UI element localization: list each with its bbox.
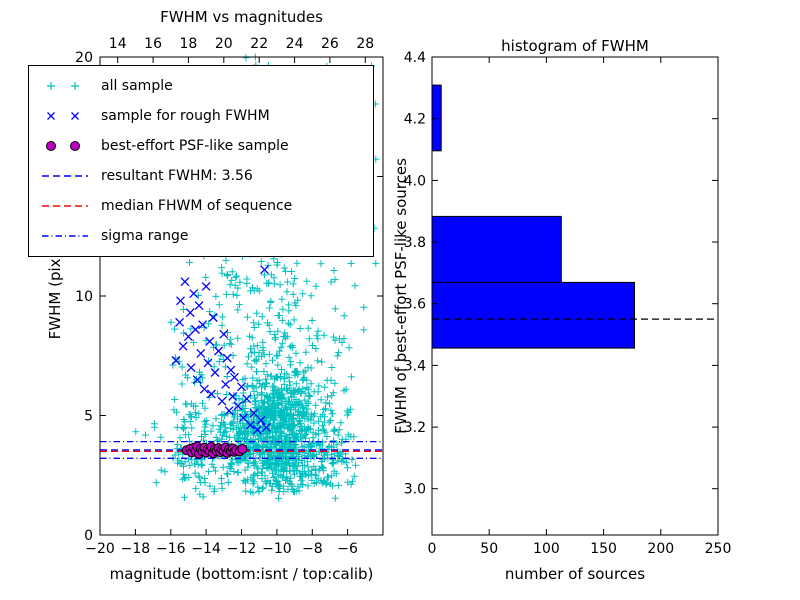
- right-plot-title: histogram of FWHM: [501, 37, 649, 55]
- psf-sample-point: [237, 444, 248, 454]
- y-tick-label: 10: [75, 289, 93, 305]
- top-tick-label: 20: [215, 36, 233, 52]
- legend-item-label: resultant FWHM: 3.56: [101, 168, 253, 184]
- y-tick-label: 20: [75, 50, 93, 66]
- x-tick-label: −20: [85, 541, 115, 557]
- y-tick-label: 3.0: [404, 482, 426, 498]
- left-plot-title: FWHM vs magnitudes: [160, 8, 323, 26]
- right-plot-xlabel: number of sources: [504, 565, 646, 583]
- hist-bar: [431, 215, 562, 283]
- y-tick-label: 4.2: [404, 112, 426, 128]
- x-tick-label: −10: [262, 541, 292, 557]
- hist-bar: [431, 84, 442, 152]
- legend-item: resultant FWHM: 3.56: [39, 161, 373, 191]
- legend-item-label: best-effort PSF-like sample: [101, 138, 289, 154]
- y-tick-label: 3.8: [404, 235, 426, 251]
- legend-item: sample for rough FWHM: [39, 101, 373, 131]
- x-tick-label: −12: [227, 541, 257, 557]
- legend-item-label: all sample: [101, 78, 173, 94]
- legend-line-marker: [42, 205, 88, 207]
- top-tick-label: 28: [356, 36, 374, 52]
- legend-item: all sample: [39, 71, 373, 101]
- y-tick-label: 5: [84, 409, 93, 425]
- legend-item-label: median FHWM of sequence: [101, 198, 293, 214]
- y-tick-label: 4.0: [404, 173, 426, 189]
- y-tick-label: 3.2: [404, 420, 426, 436]
- y-tick-label: 3.6: [404, 297, 426, 313]
- x-tick-label: 150: [590, 541, 617, 557]
- x-tick-label: −16: [156, 541, 186, 557]
- legend-item: median FHWM of sequence: [39, 191, 373, 221]
- legend-x-marker: [47, 112, 79, 120]
- right-plot-axes-box: [431, 56, 719, 536]
- y-tick-label: 3.4: [404, 358, 426, 374]
- legend-line-marker: [42, 175, 88, 177]
- top-tick-label: 14: [109, 36, 127, 52]
- top-tick-label: 24: [286, 36, 304, 52]
- y-tick-label: 0: [84, 528, 93, 544]
- legend-plus-marker: [47, 82, 79, 90]
- x-tick-label: 100: [533, 541, 560, 557]
- legend: all sample sample for rough FWHM best-effo…: [28, 65, 374, 257]
- top-tick-label: 22: [250, 36, 268, 52]
- top-tick-label: 18: [179, 36, 197, 52]
- x-tick-label: 0: [428, 541, 437, 557]
- legend-item: best-effort PSF-like sample: [39, 131, 373, 161]
- x-tick-label: 250: [705, 541, 732, 557]
- top-tick-label: 26: [321, 36, 339, 52]
- left-plot-xlabel: magnitude (bottom:isnt / top:calib): [109, 565, 374, 583]
- legend-item: sigma range: [39, 221, 373, 251]
- all-sample-points: [132, 53, 380, 502]
- x-tick-label: 50: [480, 541, 498, 557]
- hist-bar: [431, 281, 635, 349]
- right-plot-ylabel: FWHM of best-effort PSF-like sources: [392, 158, 410, 434]
- legend-item-label: sigma range: [101, 228, 189, 244]
- legend-circle-marker: [46, 141, 80, 151]
- x-tick-label: −18: [121, 541, 151, 557]
- x-tick-label: −6: [337, 541, 358, 557]
- x-tick-label: 200: [647, 541, 674, 557]
- y-tick-label: 4.4: [404, 50, 426, 66]
- legend-line-marker: [42, 235, 88, 237]
- x-tick-label: −8: [302, 541, 323, 557]
- legend-item-label: sample for rough FWHM: [101, 108, 270, 124]
- top-tick-label: 16: [144, 36, 162, 52]
- x-tick-label: −14: [191, 541, 221, 557]
